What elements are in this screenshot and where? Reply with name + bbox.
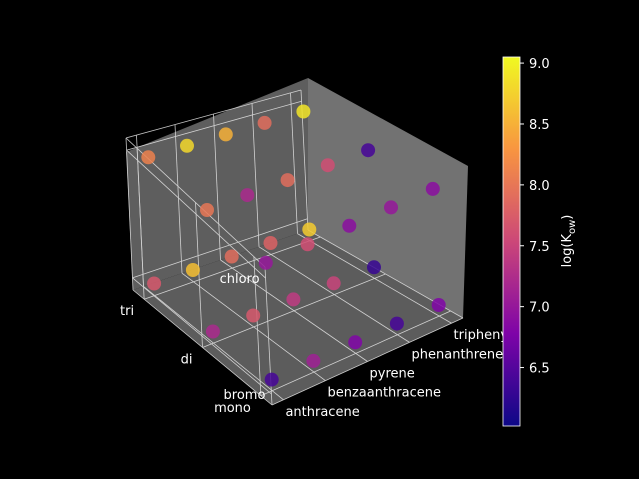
x-tick-label: triphenyl <box>454 328 512 343</box>
x-tick-label: phenanthrene <box>412 347 504 362</box>
gridline-x-wall <box>290 92 298 234</box>
edge <box>132 289 273 406</box>
data-point <box>300 237 315 252</box>
data-point <box>224 249 239 264</box>
colorbar-tick-label: 8.0 <box>529 179 550 194</box>
data-point <box>425 181 440 196</box>
data-point <box>326 276 341 291</box>
gridline-y-wall <box>195 202 203 348</box>
colorbar-label: log(Kow) <box>560 215 578 268</box>
data-point <box>218 127 233 142</box>
data-point <box>306 353 321 368</box>
data-point <box>263 236 278 250</box>
data-point <box>264 372 279 387</box>
colorbar-tick-label: 7.0 <box>529 301 550 316</box>
data-point <box>367 260 381 275</box>
gridline-z-right <box>126 100 302 151</box>
data-point <box>320 158 335 173</box>
data-point <box>180 138 194 153</box>
tick-labels: anthracene benzaanthracene pyrene phenanthr… <box>120 272 512 420</box>
data-point <box>280 173 295 188</box>
edge <box>125 137 134 291</box>
colorbar-gradient <box>502 56 521 427</box>
edge <box>125 89 302 139</box>
z-tick-label: bromo <box>224 388 266 403</box>
data-point <box>257 115 272 130</box>
data-point <box>205 324 220 339</box>
gridline-z-left <box>126 149 266 279</box>
data-point <box>185 263 200 277</box>
z-tick-label: chloro <box>220 272 260 287</box>
x-tick-label: anthracene <box>285 405 359 420</box>
x-tick-label: benzaanthracene <box>327 386 441 401</box>
data-point <box>246 308 261 323</box>
gridline-x-wall <box>251 103 260 247</box>
gridline-z-left <box>132 277 272 395</box>
gridline-y-floor <box>202 273 386 348</box>
data-point <box>286 292 301 307</box>
data-point <box>296 104 311 119</box>
data-point <box>258 255 273 270</box>
data-point <box>348 335 363 350</box>
data-point <box>302 222 317 237</box>
gridline-x-wall <box>174 124 183 274</box>
data-point <box>141 150 156 165</box>
grid-lines <box>125 89 464 406</box>
data-points <box>141 104 446 387</box>
x-tick-label: pyrene <box>370 367 415 382</box>
data-point <box>200 203 214 217</box>
colorbar-tick-label: 6.5 <box>529 362 550 377</box>
gridline-y-wall <box>253 256 262 396</box>
data-point <box>342 218 357 233</box>
data-point <box>389 316 404 331</box>
data-point <box>431 298 446 312</box>
gridline-y-floor <box>260 310 451 397</box>
data-point <box>240 188 255 203</box>
gridline-y-floor <box>143 236 321 300</box>
colorbar-tick-label: 7.5 <box>529 240 550 255</box>
colorbar-ticks: 6.5 7.0 7.5 8.0 8.5 9.0 <box>520 57 550 377</box>
y-tick-label: tri <box>120 304 134 319</box>
data-point <box>361 143 376 158</box>
colorbar-tick-label: 8.5 <box>529 118 550 133</box>
data-point <box>384 200 398 215</box>
pane-right <box>308 78 468 318</box>
colorbar: 6.5 7.0 7.5 8.0 8.5 9.0 log(Kow) <box>502 56 578 427</box>
colorbar-tick-label: 9.0 <box>529 57 550 72</box>
y-tick-label: mono <box>214 401 251 416</box>
gridline-z-right <box>132 218 308 279</box>
data-point <box>147 276 162 291</box>
edge <box>271 317 464 406</box>
y-tick-label: di <box>181 353 193 368</box>
